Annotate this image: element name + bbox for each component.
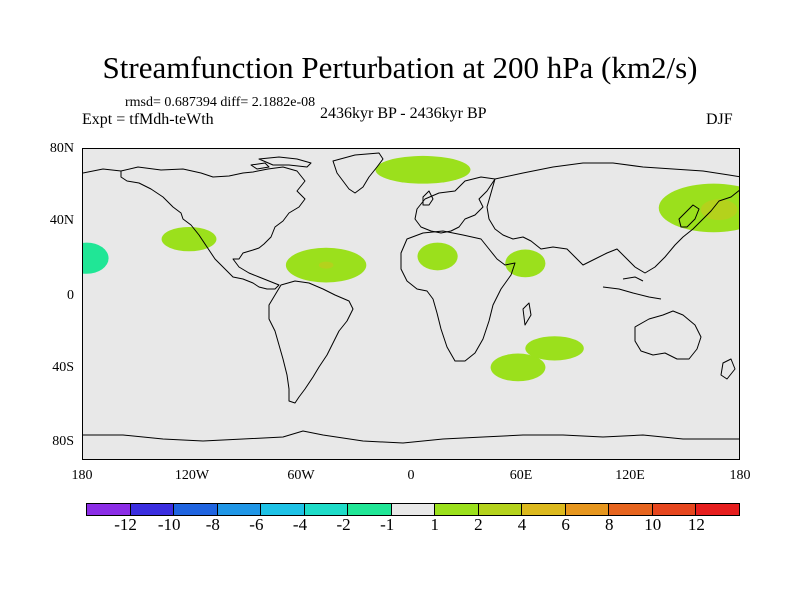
coastline-greenland	[332, 152, 384, 194]
coastline-uk	[422, 190, 434, 206]
coastline-africa	[400, 230, 516, 362]
experiment-label: Expt = tfMdh-teWth	[82, 111, 214, 128]
anomaly-north-pacific-east-negative	[83, 173, 116, 222]
colorbar-label: -12	[114, 515, 137, 534]
colorbar-swatch	[261, 504, 305, 515]
y-tick-label: 0	[67, 288, 74, 303]
colorbar-label: -10	[157, 515, 181, 534]
season-label: DJF	[706, 111, 733, 128]
x-tick-label: 60W	[287, 468, 315, 483]
colorbar-swatch	[87, 504, 131, 515]
coastline-canadian-archipelago	[250, 156, 312, 170]
coastline-madagascar	[522, 302, 532, 326]
colorbar-label: 6	[561, 515, 570, 534]
coastline-north-america	[120, 166, 306, 290]
y-tick-label: 40S	[52, 360, 74, 375]
period-label: 2436kyr BP - 2436kyr BP	[320, 105, 487, 122]
colorbar-label: 2	[474, 515, 483, 534]
anomaly-south-pacific-negative	[234, 341, 261, 363]
anomaly-north-pacific-west-core	[700, 199, 738, 221]
colorbar-swatch	[391, 504, 436, 515]
y-tick-label: 40N	[49, 213, 74, 228]
anomaly-subtropical-pacific-core	[83, 242, 109, 274]
anomaly-south-atlantic-negative	[329, 332, 359, 354]
colorbar-label: -8	[205, 515, 220, 534]
x-tick-label: 180	[71, 468, 93, 483]
coastline-south-america	[268, 280, 354, 404]
colorbar-label: -6	[249, 515, 264, 534]
stats-line: rmsd= 0.687394 diff= 2.1882e-08	[125, 95, 316, 110]
colorbar-label: 4	[517, 515, 527, 534]
x-tick-label: 0	[407, 468, 415, 483]
coastline-new-zealand	[720, 358, 736, 380]
colorbar-label: 12	[687, 515, 705, 534]
colorbar-swatch	[174, 504, 218, 515]
anomaly-layer	[83, 155, 739, 382]
colorbar-swatch	[609, 504, 653, 515]
plot-title: Streamfunction Perturbation at 200 hPa (…	[102, 50, 698, 85]
anomaly-arabia-positive	[505, 249, 546, 278]
anomaly-west-us-positive	[161, 227, 217, 252]
colorbar-label: 1	[430, 515, 440, 534]
colorbar-swatch	[565, 504, 610, 515]
anomaly-east-canada-negative	[274, 209, 349, 245]
colorbar-label: 10	[644, 515, 662, 534]
colorbar-swatch	[348, 504, 392, 515]
anomaly-subtropical-atlantic-core	[318, 261, 334, 269]
colorbar-swatch	[130, 504, 175, 515]
coastline-antarctica	[83, 430, 739, 444]
y-tick-label: 80S	[52, 434, 74, 449]
colorbar-swatch	[478, 504, 523, 515]
coastline-europe	[414, 176, 496, 234]
colorbar-swatch	[652, 504, 697, 515]
coastline-alaska	[83, 168, 122, 174]
anomaly-north-pacific-east-negative-2	[123, 169, 190, 205]
colorbar-swatch	[696, 504, 739, 515]
colorbar-swatch	[522, 504, 566, 515]
x-tick-label: 120E	[615, 468, 645, 483]
y-tick-label: 80N	[49, 141, 74, 156]
anomaly-south-indian-positive-2	[525, 336, 584, 361]
colorbar-swatch	[435, 504, 479, 515]
anomaly-south-indian-positive	[490, 353, 546, 382]
coastline-asia	[486, 162, 739, 274]
anomaly-east-asia-negative	[592, 239, 663, 278]
colorbar-swatch	[217, 504, 262, 515]
colorbar-swatch	[304, 504, 349, 515]
colorbar-label: -1	[380, 515, 395, 534]
x-tick-label: 60E	[509, 468, 533, 483]
anomaly-central-pacific-negative	[711, 239, 739, 281]
coastline-layer	[83, 152, 739, 444]
x-tick-label: 120W	[174, 468, 210, 483]
map-canvas	[83, 152, 739, 444]
coastline-japan	[678, 204, 700, 228]
coastline-australia	[634, 310, 702, 360]
colorbar	[86, 503, 740, 516]
x-tick-label: 180	[729, 468, 751, 483]
map-panel	[82, 148, 740, 460]
colorbar-label: -4	[292, 515, 308, 534]
coastline-indonesia	[602, 276, 662, 300]
anomaly-arctic-positive	[375, 155, 471, 184]
colorbar-label: -2	[336, 515, 351, 534]
colorbar-label: 8	[604, 515, 614, 534]
anomaly-north-africa-positive	[417, 242, 458, 271]
